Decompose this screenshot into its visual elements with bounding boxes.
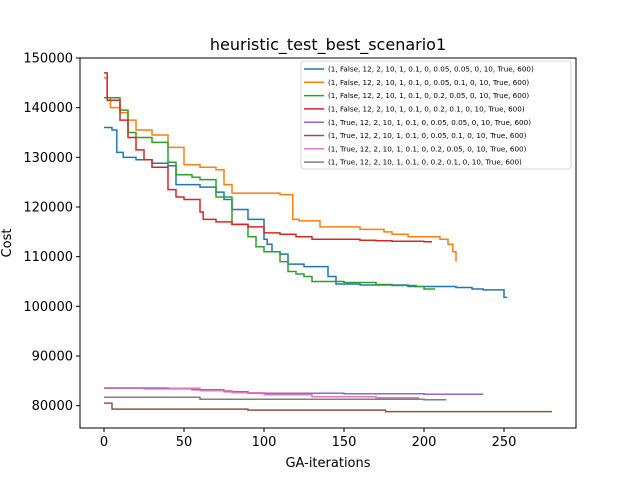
series-line-6 <box>104 402 552 413</box>
series-line-3 <box>104 96 436 290</box>
y-tick-label: 90000 <box>32 349 73 364</box>
legend: (1, False, 12, 2, 10, 1, 0.1, 0, 0.05, 0… <box>300 60 572 170</box>
series-line-5 <box>104 387 484 395</box>
y-tick-label: 120000 <box>23 200 73 215</box>
y-axis: 80000 90000 100000 110000 120000 130000 140000… <box>23 52 80 414</box>
x-tick-label: 0 <box>100 435 108 450</box>
plot-frame <box>79 57 577 429</box>
legend-label-2: (1, False, 12, 2, 10, 1, 0.1, 0, 0.05, 0… <box>328 78 529 87</box>
x-axis: 0 50 100 150 200 250 <box>100 428 517 450</box>
legend-label-8: (1, True, 12, 2, 10, 1, 0.1, 0, 0.2, 0.1… <box>328 158 522 167</box>
y-tick-label: 80000 <box>32 399 73 414</box>
y-tick-label: 150000 <box>23 52 73 67</box>
series-line-7 <box>104 387 420 399</box>
legend-label-5: (1, True, 12, 2, 10, 1, 0.1, 0, 0.05, 0.… <box>328 118 531 127</box>
x-tick-label: 150 <box>332 435 357 450</box>
x-tick-label: 250 <box>492 435 517 450</box>
legend-box <box>300 60 572 170</box>
y-tick-label: 100000 <box>23 300 73 315</box>
y-tick-label: 110000 <box>23 250 73 265</box>
series-line-8 <box>104 396 447 401</box>
series-line-4 <box>104 72 432 243</box>
legend-label-6: (1, True, 12, 2, 10, 1, 0.1, 0, 0.05, 0.… <box>328 131 527 140</box>
y-axis-label: Cost <box>0 229 15 258</box>
legend-label-1: (1, False, 12, 2, 10, 1, 0.1, 0, 0.05, 0… <box>328 65 534 74</box>
legend-label-3: (1, False, 12, 2, 10, 1, 0.1, 0, 0.2, 0.… <box>328 91 529 100</box>
chart-title: heuristic_test_best_scenario1 <box>210 35 446 55</box>
x-axis-label: GA-iterations <box>285 456 370 471</box>
series-line-2 <box>104 77 457 262</box>
x-tick-label: 50 <box>176 435 193 450</box>
legend-label-7: (1, True, 12, 2, 10, 1, 0.1, 0, 0.2, 0.0… <box>328 144 527 153</box>
x-tick-label: 200 <box>412 435 437 450</box>
y-tick-label: 130000 <box>23 151 73 166</box>
x-tick-label: 100 <box>252 435 277 450</box>
legend-label-4: (1, False, 12, 2, 10, 1, 0.1, 0, 0.2, 0.… <box>328 105 525 114</box>
y-tick-label: 140000 <box>23 101 73 116</box>
plot-series <box>104 72 552 413</box>
